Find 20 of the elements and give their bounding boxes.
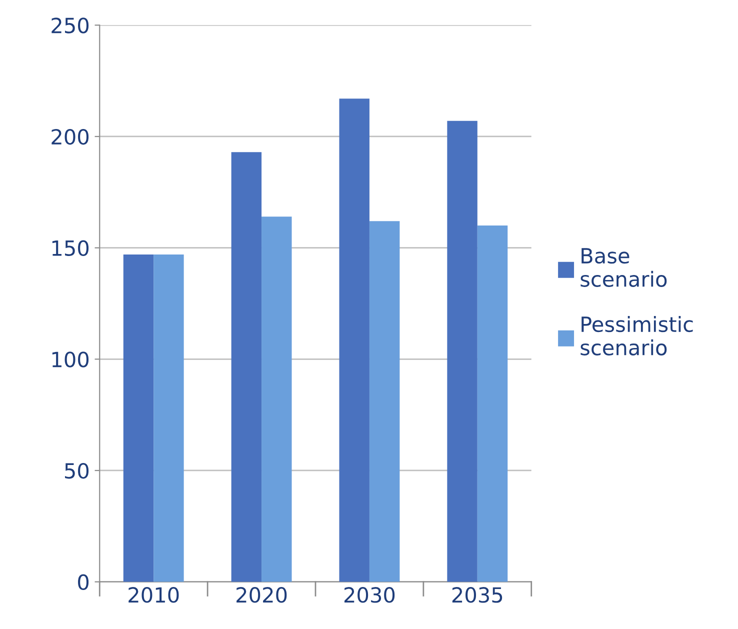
y-tick-label: 50: [65, 462, 89, 479]
y-tick-label: 100: [52, 352, 89, 368]
bar: [262, 216, 292, 582]
bar: [231, 152, 262, 582]
x-tick-label: 2035: [452, 587, 502, 603]
bar: [154, 254, 184, 582]
bar: [369, 221, 400, 582]
y-tick-label: 250: [52, 18, 89, 34]
bar: [477, 226, 508, 582]
bar: [123, 254, 154, 582]
bar: [339, 98, 370, 582]
legend-label: Base scenario: [580, 248, 667, 287]
x-tick-label: 2010: [128, 587, 179, 603]
x-tick-label: 2020: [236, 587, 287, 603]
bar: [447, 120, 478, 582]
legend-label: Pessimistic scenario: [580, 316, 693, 356]
y-tick-label: 0: [78, 574, 89, 590]
x-tick-label: 2030: [344, 587, 395, 603]
y-tick-label: 150: [52, 240, 89, 256]
y-tick-label: 200: [52, 128, 89, 145]
